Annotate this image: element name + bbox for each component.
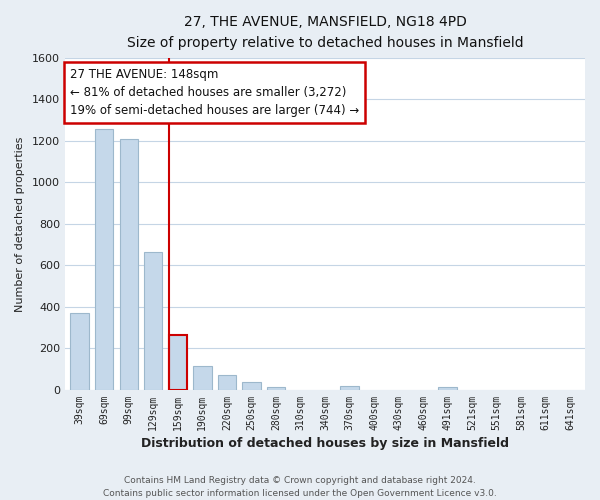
Title: 27, THE AVENUE, MANSFIELD, NG18 4PD
Size of property relative to detached houses: 27, THE AVENUE, MANSFIELD, NG18 4PD Size… bbox=[127, 15, 523, 50]
Text: 27 THE AVENUE: 148sqm
← 81% of detached houses are smaller (3,272)
19% of semi-d: 27 THE AVENUE: 148sqm ← 81% of detached … bbox=[70, 68, 359, 116]
Bar bbox=[169, 335, 187, 390]
Bar bbox=[242, 382, 260, 390]
Bar bbox=[218, 376, 236, 390]
Bar bbox=[70, 313, 89, 390]
Bar bbox=[144, 252, 163, 390]
Bar bbox=[340, 386, 359, 390]
Bar bbox=[95, 130, 113, 390]
Bar bbox=[169, 335, 187, 390]
Text: Contains HM Land Registry data © Crown copyright and database right 2024.
Contai: Contains HM Land Registry data © Crown c… bbox=[103, 476, 497, 498]
Bar bbox=[193, 366, 212, 390]
Bar bbox=[267, 387, 285, 390]
Y-axis label: Number of detached properties: Number of detached properties bbox=[15, 136, 25, 312]
Bar bbox=[119, 138, 138, 390]
X-axis label: Distribution of detached houses by size in Mansfield: Distribution of detached houses by size … bbox=[141, 437, 509, 450]
Bar bbox=[439, 387, 457, 390]
